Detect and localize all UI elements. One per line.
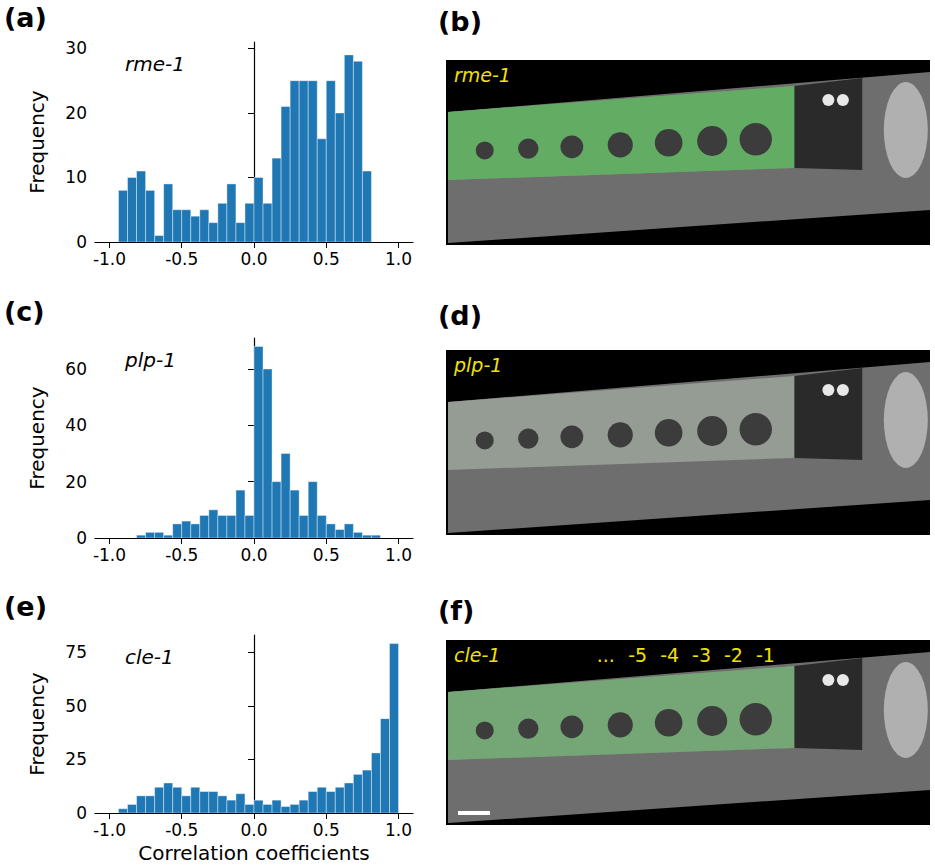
svg-text:(e): (e) bbox=[4, 591, 47, 622]
svg-text:0.5: 0.5 bbox=[313, 820, 340, 840]
svg-text:-1.0: -1.0 bbox=[93, 249, 126, 269]
svg-text:...: ... bbox=[597, 644, 615, 666]
svg-text:(c): (c) bbox=[4, 296, 45, 327]
svg-text:1.0: 1.0 bbox=[385, 545, 412, 565]
svg-text:-0.5: -0.5 bbox=[165, 545, 198, 565]
svg-text:0: 0 bbox=[76, 528, 87, 548]
svg-text:(a): (a) bbox=[4, 2, 47, 33]
svg-text:0.0: 0.0 bbox=[240, 249, 267, 269]
svg-text:-3: -3 bbox=[692, 644, 711, 666]
svg-text:1.0: 1.0 bbox=[385, 249, 412, 269]
svg-text:75: 75 bbox=[65, 642, 87, 662]
svg-text:-2: -2 bbox=[724, 644, 743, 666]
svg-text:10: 10 bbox=[65, 167, 87, 187]
svg-text:1.0: 1.0 bbox=[385, 820, 412, 840]
svg-text:(d): (d) bbox=[438, 300, 482, 331]
svg-text:Correlation coefficients: Correlation coefficients bbox=[138, 841, 369, 865]
svg-text:40: 40 bbox=[65, 415, 87, 435]
svg-text:-5: -5 bbox=[628, 644, 647, 666]
svg-text:rme-1: rme-1 bbox=[454, 64, 511, 86]
svg-text:cle-1: cle-1 bbox=[125, 645, 174, 669]
svg-text:0.5: 0.5 bbox=[313, 545, 340, 565]
svg-text:-0.5: -0.5 bbox=[165, 249, 198, 269]
svg-text:60: 60 bbox=[65, 359, 87, 379]
svg-text:20: 20 bbox=[65, 103, 87, 123]
svg-text:cle-1: cle-1 bbox=[454, 644, 500, 666]
svg-text:Frequency: Frequency bbox=[25, 90, 49, 193]
svg-text:0: 0 bbox=[76, 803, 87, 823]
svg-text:(b): (b) bbox=[438, 6, 482, 37]
svg-text:plp-1: plp-1 bbox=[124, 348, 176, 372]
svg-text:(f): (f) bbox=[438, 595, 474, 626]
svg-text:0.5: 0.5 bbox=[313, 249, 340, 269]
svg-text:20: 20 bbox=[65, 472, 87, 492]
svg-text:30: 30 bbox=[65, 38, 87, 58]
svg-text:0.0: 0.0 bbox=[240, 820, 267, 840]
svg-text:25: 25 bbox=[65, 749, 87, 769]
svg-text:0.0: 0.0 bbox=[240, 545, 267, 565]
svg-text:-0.5: -0.5 bbox=[165, 820, 198, 840]
svg-text:-1.0: -1.0 bbox=[93, 820, 126, 840]
svg-text:Frequency: Frequency bbox=[25, 386, 49, 489]
svg-text:rme-1: rme-1 bbox=[125, 52, 185, 76]
svg-text:-1.0: -1.0 bbox=[93, 545, 126, 565]
svg-text:Frequency: Frequency bbox=[25, 672, 49, 775]
svg-text:plp-1: plp-1 bbox=[453, 354, 502, 376]
svg-text:50: 50 bbox=[65, 696, 87, 716]
svg-text:-1: -1 bbox=[756, 644, 775, 666]
svg-text:-4: -4 bbox=[660, 644, 679, 666]
svg-text:0: 0 bbox=[76, 232, 87, 252]
